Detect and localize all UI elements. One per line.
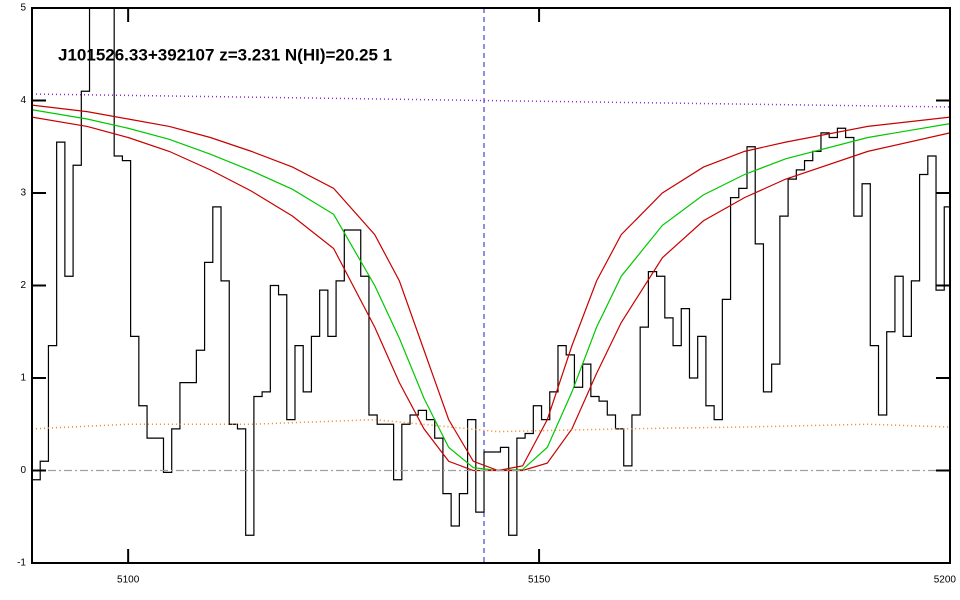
y-tick-label: 4 — [20, 95, 26, 106]
y-tick-label: 5 — [20, 3, 26, 14]
chart-title: J101526.33+392107 z=3.231 N(HI)=20.25 1 — [58, 45, 392, 64]
x-tick-label: 5100 — [117, 575, 140, 586]
y-tick-label: 3 — [20, 188, 26, 199]
y-tick-label: 2 — [20, 280, 26, 291]
y-tick-label: -1 — [17, 558, 26, 569]
plot-area — [32, 8, 950, 563]
y-tick-label: 0 — [20, 465, 26, 476]
series-line — [32, 116, 950, 472]
series-line — [32, 104, 950, 472]
y-tick-label: 1 — [20, 373, 26, 384]
series-line — [32, 109, 950, 472]
series-line — [32, 93, 950, 108]
x-tick-label: 5200 — [934, 575, 957, 586]
x-tick-label: 5150 — [528, 575, 551, 586]
series-line — [32, 8, 950, 536]
